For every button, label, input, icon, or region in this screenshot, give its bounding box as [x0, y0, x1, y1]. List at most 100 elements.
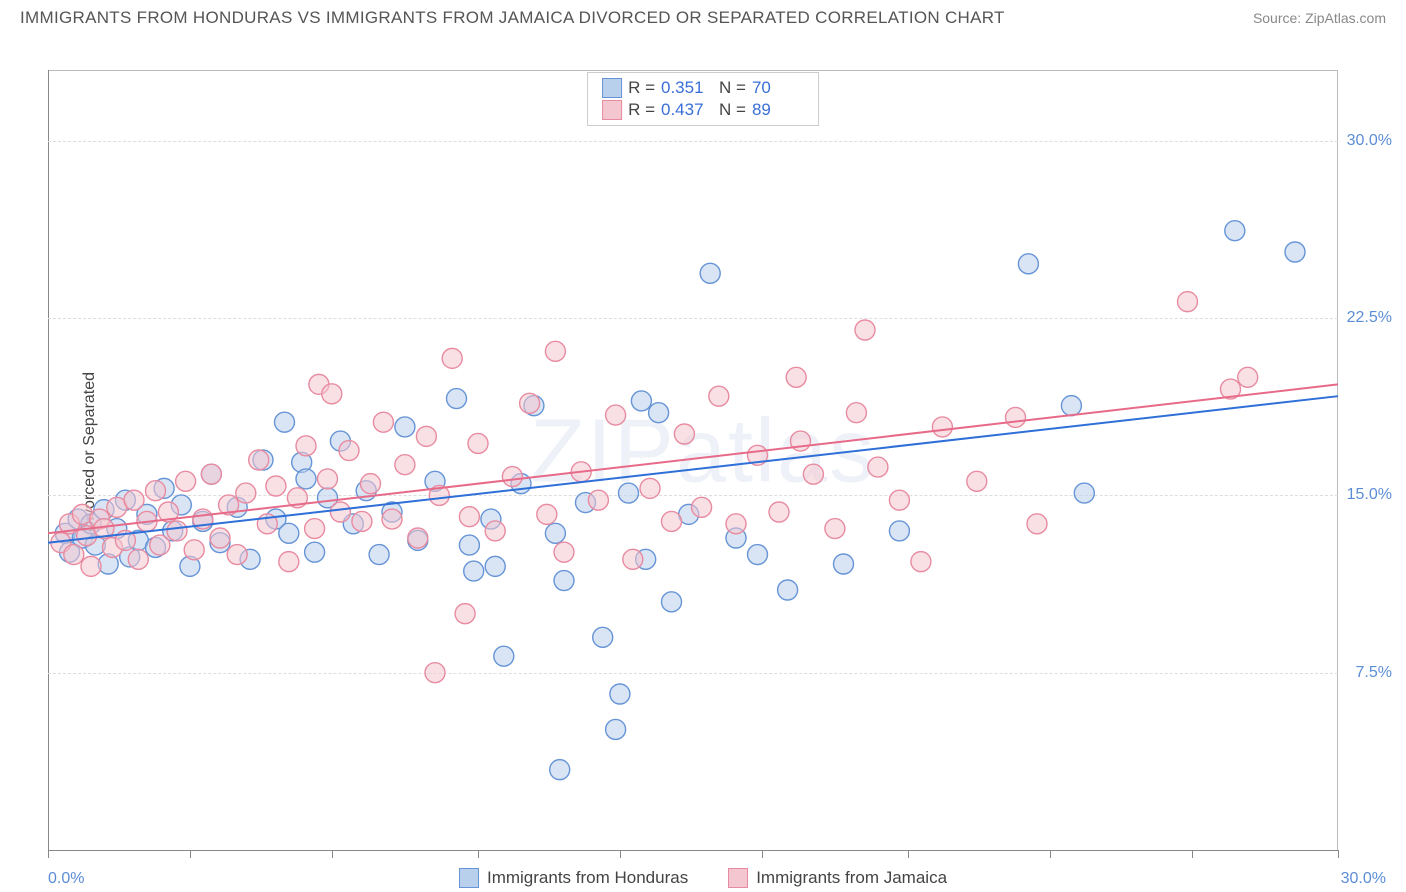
data-point	[210, 528, 230, 548]
data-point	[184, 540, 204, 560]
data-point	[889, 490, 909, 510]
data-point	[369, 545, 389, 565]
data-point	[64, 545, 84, 565]
data-point	[834, 554, 854, 574]
data-point	[640, 478, 660, 498]
data-point	[296, 436, 316, 456]
data-point	[352, 511, 372, 531]
data-point	[442, 348, 462, 368]
legend-n-label: N =	[719, 100, 746, 120]
data-point	[485, 521, 505, 541]
data-point	[227, 545, 247, 565]
legend-row-jamaica: R = 0.437 N = 89	[602, 99, 804, 121]
data-point	[395, 455, 415, 475]
legend-r-value-honduras: 0.351	[661, 78, 713, 98]
data-point	[382, 509, 402, 529]
data-point	[128, 549, 148, 569]
data-point	[545, 523, 565, 543]
legend-item-jamaica: Immigrants from Jamaica	[728, 868, 947, 888]
data-point	[537, 504, 557, 524]
data-point	[176, 471, 196, 491]
data-point	[408, 528, 428, 548]
data-point	[588, 490, 608, 510]
data-point	[778, 580, 798, 600]
data-point	[846, 403, 866, 423]
data-point	[623, 549, 643, 569]
data-point	[769, 502, 789, 522]
chart-container: 7.5%15.0%22.5%30.0% Divorced or Separate…	[0, 32, 1406, 882]
data-point	[447, 389, 467, 409]
data-point	[373, 412, 393, 432]
y-tick-label: 30.0%	[1347, 132, 1392, 150]
data-point	[700, 263, 720, 283]
data-point	[146, 481, 166, 501]
data-point	[124, 490, 144, 510]
data-point	[275, 412, 295, 432]
legend-correlation: R = 0.351 N = 70 R = 0.437 N = 89	[587, 72, 819, 126]
data-point	[296, 469, 316, 489]
data-point	[1238, 367, 1258, 387]
data-point	[305, 519, 325, 539]
y-tick-label: 22.5%	[1347, 309, 1392, 327]
scatter-plot	[48, 70, 1338, 850]
data-point	[1006, 407, 1026, 427]
data-point	[279, 523, 299, 543]
data-point	[1074, 483, 1094, 503]
legend-swatch-jamaica	[728, 868, 748, 888]
data-point	[709, 386, 729, 406]
data-point	[150, 535, 170, 555]
data-point	[619, 483, 639, 503]
data-point	[1061, 396, 1081, 416]
data-point	[889, 521, 909, 541]
legend-r-label: R =	[628, 78, 655, 98]
legend-series: Immigrants from Honduras Immigrants from…	[0, 868, 1406, 888]
data-point	[662, 592, 682, 612]
data-point	[494, 646, 514, 666]
data-point	[1018, 254, 1038, 274]
data-point	[167, 521, 187, 541]
data-point	[502, 467, 522, 487]
data-point	[520, 393, 540, 413]
legend-row-honduras: R = 0.351 N = 70	[602, 77, 804, 99]
chart-title: IMMIGRANTS FROM HONDURAS VS IMMIGRANTS F…	[20, 8, 1005, 28]
legend-r-label: R =	[628, 100, 655, 120]
data-point	[236, 483, 256, 503]
legend-n-value-jamaica: 89	[752, 100, 804, 120]
data-point	[545, 341, 565, 361]
data-point	[249, 450, 269, 470]
data-point	[649, 403, 669, 423]
data-point	[786, 367, 806, 387]
data-point	[455, 604, 475, 624]
legend-label-jamaica: Immigrants from Jamaica	[756, 868, 947, 888]
legend-n-value-honduras: 70	[752, 78, 804, 98]
data-point	[868, 457, 888, 477]
legend-swatch-jamaica	[602, 100, 622, 120]
data-point	[803, 464, 823, 484]
data-point	[932, 417, 952, 437]
data-point	[662, 511, 682, 531]
data-point	[825, 519, 845, 539]
data-point	[855, 320, 875, 340]
data-point	[201, 464, 221, 484]
chart-header: IMMIGRANTS FROM HONDURAS VS IMMIGRANTS F…	[0, 0, 1406, 32]
data-point	[464, 561, 484, 581]
data-point	[459, 507, 479, 527]
x-axis	[48, 850, 1338, 851]
legend-r-value-jamaica: 0.437	[661, 100, 713, 120]
data-point	[606, 405, 626, 425]
data-point	[550, 760, 570, 780]
data-point	[692, 497, 712, 517]
data-point	[318, 469, 338, 489]
data-point	[1285, 242, 1305, 262]
data-point	[305, 542, 325, 562]
data-point	[911, 552, 931, 572]
data-point	[322, 384, 342, 404]
data-point	[81, 556, 101, 576]
data-point	[279, 552, 299, 572]
data-point	[468, 433, 488, 453]
data-point	[1027, 514, 1047, 534]
data-point	[674, 424, 694, 444]
data-point	[339, 441, 359, 461]
data-point	[330, 502, 350, 522]
data-point	[967, 471, 987, 491]
